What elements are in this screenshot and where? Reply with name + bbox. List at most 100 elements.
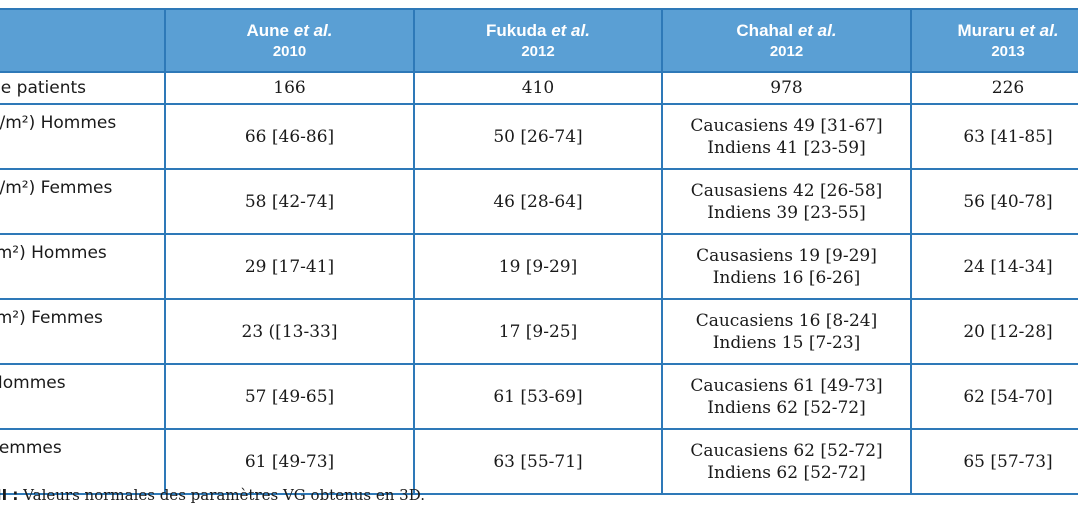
- row-label-cell: /m²) Femmes: [0, 298, 166, 365]
- row-label-cell: L/m²) Hommes: [0, 103, 166, 170]
- table-caption: II : Valeurs normales des paramètres VG …: [0, 486, 425, 504]
- header-parameter-cell: [0, 8, 166, 73]
- study-author: Muraru: [957, 20, 1016, 40]
- value-cell: 61 [53-69]: [413, 363, 663, 430]
- study-etal: et al.: [797, 20, 837, 40]
- cell-value: 24 [14-34]: [963, 256, 1053, 277]
- header-row: Aune et al. 2010 Fukuda et al. 2012 Chah…: [0, 8, 1078, 73]
- value-cell: 63 [41-85]: [910, 103, 1078, 170]
- value-cell: 410: [413, 71, 663, 105]
- value-cell: Causasiens 42 [26-58] Indiens 39 [23-55]: [661, 168, 912, 235]
- data-table-container: Aune et al. 2010 Fukuda et al. 2012 Chah…: [0, 8, 1078, 495]
- cell-value: 63 [55-71]: [493, 451, 583, 472]
- value-cell: Caucasiens 49 [31-67] Indiens 41 [23-59]: [661, 103, 912, 170]
- row-label-cell: Hommese: [0, 363, 166, 430]
- cell-value: Indiens 41 [23-59]: [707, 137, 866, 158]
- value-cell: 66 [46-86]: [164, 103, 415, 170]
- row-label: /m²) Hommes: [0, 243, 107, 263]
- cell-value: Caucasiens 62 [52-72]: [690, 440, 883, 461]
- row-label: L/m²) Hommes: [0, 113, 117, 133]
- study-author: Chahal: [736, 20, 794, 40]
- study-etal: et al.: [551, 20, 590, 40]
- value-cell: 62 [54-70]: [910, 363, 1078, 430]
- value-cell: Caucasiens 16 [8-24] Indiens 15 [7-23]: [661, 298, 912, 365]
- cell-value: Indiens 16 [6-26]: [712, 267, 861, 288]
- study-author: Fukuda: [486, 20, 547, 40]
- row-label: de patients: [0, 78, 87, 98]
- header-study-chahal: Chahal et al. 2012: [661, 8, 912, 73]
- row-label: e: [0, 459, 163, 481]
- table-row: Femmese 61 [49-73] 63 [55-71] Caucasiens 62…: [0, 428, 1078, 495]
- value-cell: 24 [14-34]: [910, 233, 1078, 300]
- cell-value: 57 [49-65]: [244, 386, 335, 407]
- row-label: Hommes: [0, 373, 66, 393]
- study-year: 2013: [991, 42, 1025, 60]
- table-body: de patients 166 410 978 226 L/m²) Hommes 66 [4…: [0, 71, 1078, 495]
- value-cell: 56 [40-78]: [910, 168, 1078, 235]
- cell-value: 50 [26-74]: [493, 126, 583, 147]
- value-cell: Caucasiens 61 [49-73] Indiens 62 [52-72]: [661, 363, 912, 430]
- cell-value: 978: [770, 78, 803, 98]
- row-label: /m²) Femmes: [0, 308, 103, 328]
- value-cell: 61 [49-73]: [164, 428, 415, 495]
- cell-value: 29 [17-41]: [244, 256, 335, 277]
- study-etal: et al.: [1019, 20, 1059, 40]
- cell-value: Indiens 62 [52-72]: [707, 397, 866, 418]
- value-cell: 57 [49-65]: [164, 363, 415, 430]
- value-cell: 166: [164, 71, 415, 105]
- caption-prefix: II :: [0, 486, 19, 504]
- header-study-aune: Aune et al. 2010: [164, 8, 415, 73]
- row-label: Femmes: [0, 438, 62, 458]
- value-cell: Causasiens 19 [9-29] Indiens 16 [6-26]: [661, 233, 912, 300]
- row-label-cell: L/m²) Femmes: [0, 168, 166, 235]
- row-label-cell: Femmese: [0, 428, 166, 495]
- cell-value: 226: [991, 78, 1025, 98]
- cell-value: 23 ([13-33]: [241, 321, 338, 342]
- value-cell: 23 ([13-33]: [164, 298, 415, 365]
- row-label: e: [0, 394, 163, 416]
- table-header: Aune et al. 2010 Fukuda et al. 2012 Chah…: [0, 8, 1078, 73]
- value-cell: 65 [57-73]: [910, 428, 1078, 495]
- row-label-cell: de patients: [0, 71, 166, 105]
- normal-values-table: Aune et al. 2010 Fukuda et al. 2012 Chah…: [0, 8, 1078, 495]
- study-year: 2012: [769, 42, 804, 60]
- cell-value: Indiens 62 [52-72]: [707, 462, 866, 483]
- cell-value: 20 [12-28]: [963, 321, 1053, 342]
- value-cell: 978: [661, 71, 912, 105]
- table-row: L/m²) Femmes 58 [42-74] 46 [28-64] Causasie…: [0, 168, 1078, 235]
- header-study-fukuda: Fukuda et al. 2012: [413, 8, 663, 73]
- table-row: L/m²) Hommes 66 [46-86] 50 [26-74] Caucasie…: [0, 103, 1078, 170]
- cell-value: 65 [57-73]: [963, 451, 1053, 472]
- value-cell: 226: [910, 71, 1078, 105]
- cell-value: Causasiens 42 [26-58]: [690, 180, 883, 201]
- row-label-cell: /m²) Hommes: [0, 233, 166, 300]
- cell-value: 19 [9-29]: [498, 256, 578, 277]
- cell-value: 61 [53-69]: [493, 386, 583, 407]
- study-author: Aune: [246, 20, 290, 40]
- cell-value: 58 [42-74]: [244, 191, 335, 212]
- cell-value: 61 [49-73]: [244, 451, 335, 472]
- value-cell: 46 [28-64]: [413, 168, 663, 235]
- table-row: de patients 166 410 978 226: [0, 71, 1078, 105]
- row-label: L/m²) Femmes: [0, 178, 113, 198]
- cell-value: 62 [54-70]: [963, 386, 1053, 407]
- value-cell: 17 [9-25]: [413, 298, 663, 365]
- value-cell: Caucasiens 62 [52-72] Indiens 62 [52-72]: [661, 428, 912, 495]
- study-year: 2012: [521, 42, 555, 60]
- cell-value: 56 [40-78]: [963, 191, 1053, 212]
- value-cell: 20 [12-28]: [910, 298, 1078, 365]
- cell-value: Caucasiens 49 [31-67]: [690, 115, 883, 136]
- caption-text: Valeurs normales des paramètres VG obten…: [23, 486, 425, 504]
- cell-value: Indiens 15 [7-23]: [712, 332, 861, 353]
- header-study-muraru: Muraru et al. 2013: [910, 8, 1078, 73]
- value-cell: 58 [42-74]: [164, 168, 415, 235]
- table-row: /m²) Femmes 23 ([13-33] 17 [9-25] Caucasien…: [0, 298, 1078, 365]
- table-row: Hommese 57 [49-65] 61 [53-69] Caucasiens 61…: [0, 363, 1078, 430]
- cell-value: Causasiens 19 [9-29]: [696, 245, 877, 266]
- value-cell: 29 [17-41]: [164, 233, 415, 300]
- study-etal: et al.: [293, 20, 333, 40]
- study-year: 2010: [272, 42, 307, 60]
- value-cell: 50 [26-74]: [413, 103, 663, 170]
- cell-value: Caucasiens 61 [49-73]: [690, 375, 883, 396]
- cell-value: 66 [46-86]: [244, 126, 335, 147]
